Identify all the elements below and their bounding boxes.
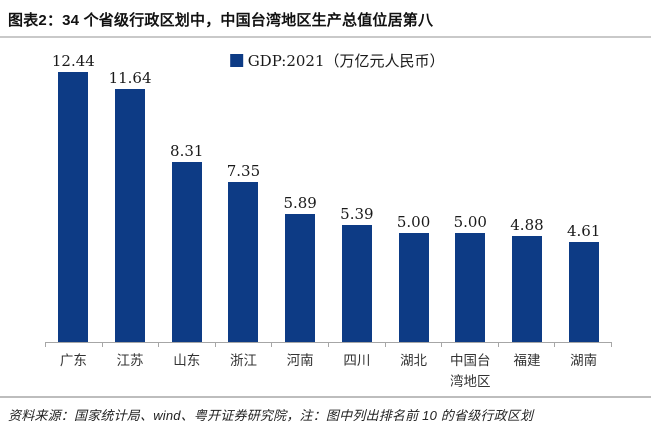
x-category-label: 四川	[343, 353, 371, 369]
bar-value-label: 5.00	[453, 213, 487, 231]
x-category-label: 山东	[173, 353, 201, 369]
x-axis-tick	[499, 343, 556, 347]
bar-group: 12.44	[45, 54, 102, 342]
bar-group: 4.61	[555, 224, 612, 342]
x-axis-tick	[216, 343, 273, 347]
x-axis-tick	[329, 343, 386, 347]
x-axis-tick	[555, 343, 612, 347]
source-note: 资料来源：国家统计局、wind、粤开证券研究院，注：图中列出排名前 10 的省级…	[8, 408, 534, 423]
bar-group: 4.88	[499, 218, 556, 342]
bar-group: 5.00	[385, 215, 442, 342]
footer-divider	[0, 396, 651, 398]
bar-value-label: 7.35	[226, 162, 261, 180]
x-category-label: 湖南	[570, 353, 598, 369]
bar-value-label: 12.44	[51, 52, 95, 70]
x-category-label: 浙江	[229, 353, 257, 369]
x-category-label: 福建	[513, 353, 541, 369]
gdp-bar-chart: GDP:2021（万亿元人民币） 12.44 11.64 8.31 7.35 5.89 5…	[45, 46, 612, 393]
plot-area: 12.44 11.64 8.31 7.35 5.89 5.39 5.00 5.00 4.88 4.…	[45, 46, 612, 342]
bar-group: 7.35	[215, 164, 272, 342]
bar	[398, 233, 429, 342]
bar	[285, 214, 316, 342]
bar	[455, 233, 486, 342]
legend-label: GDP:2021（万亿元人民币）	[247, 52, 445, 70]
x-category-label: 河南	[286, 353, 314, 369]
bar-group: 5.89	[272, 196, 329, 342]
bar	[341, 225, 372, 342]
bar-value-label: 5.89	[283, 194, 317, 212]
x-axis-labels: 广东 江苏 山东 浙江 河南 四川 湖北 中国台 湾地区 福建 湖南	[45, 351, 612, 393]
x-category-label: 中国台 湾地区	[450, 353, 491, 390]
bar-value-label: 5.00	[396, 213, 431, 231]
bar-group: 5.00	[442, 215, 499, 342]
bar-group: 11.64	[102, 71, 159, 342]
x-axis-tick	[159, 343, 216, 347]
chart-header: 图表2：34 个省级行政区划中，中国台湾地区生产总值位居第八	[0, 0, 651, 36]
x-category-label: 湖北	[400, 353, 428, 369]
page-title: 图表2：34 个省级行政区划中，中国台湾地区生产总值位居第八	[8, 12, 434, 29]
bar	[115, 89, 146, 342]
bar	[171, 162, 202, 342]
chart-footer: 资料来源：国家统计局、wind、粤开证券研究院，注：图中列出排名前 10 的省级…	[0, 396, 651, 424]
x-category-label: 江苏	[116, 353, 144, 369]
x-category-label: 广东	[59, 353, 87, 369]
legend-swatch-icon	[229, 54, 243, 67]
bar	[228, 182, 259, 342]
bar-value-label: 5.39	[340, 205, 374, 223]
x-axis-tick	[46, 343, 103, 347]
x-axis-tick	[272, 343, 329, 347]
x-axis-tick	[386, 343, 443, 347]
bar-group: 5.39	[329, 207, 386, 342]
bar-value-label: 8.31	[170, 142, 204, 160]
x-axis-tick	[442, 343, 499, 347]
bar-value-label: 11.64	[108, 69, 152, 87]
bar	[58, 72, 89, 342]
bar	[511, 236, 542, 342]
bar-value-label: 4.88	[510, 216, 544, 234]
bar-group: 8.31	[158, 144, 215, 342]
title-divider	[0, 36, 651, 38]
bar	[568, 242, 599, 342]
bar-value-label: 4.61	[566, 222, 601, 240]
x-axis	[45, 342, 612, 347]
chart-legend: GDP:2021（万亿元人民币）	[229, 50, 445, 71]
x-axis-tick	[103, 343, 160, 347]
